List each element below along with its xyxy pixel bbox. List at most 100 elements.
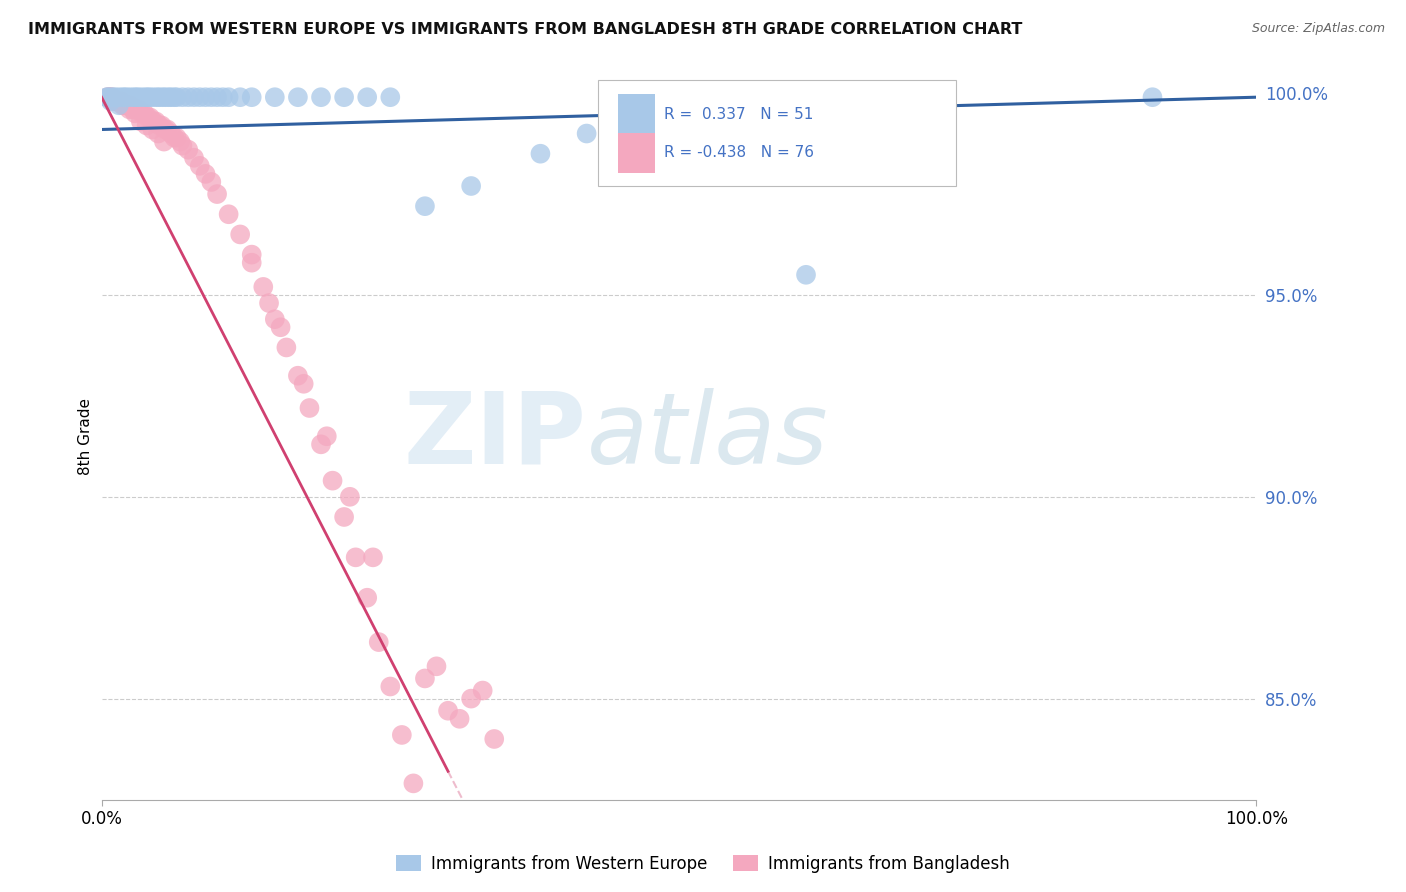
Point: [240, 255, 263, 269]
Point: [166, 130, 188, 145]
Point: [322, 474, 344, 488]
Point: [100, 94, 122, 108]
Point: [98, 90, 121, 104]
Point: [529, 146, 551, 161]
Point: [134, 90, 156, 104]
Point: [188, 90, 211, 104]
Point: [367, 635, 389, 649]
Point: [108, 94, 131, 108]
Point: [460, 179, 482, 194]
Point: [129, 114, 152, 128]
Point: [166, 90, 188, 104]
Point: [413, 672, 436, 686]
Point: [339, 490, 361, 504]
Point: [160, 127, 183, 141]
Point: [146, 90, 169, 104]
Point: [380, 680, 402, 694]
Point: [333, 90, 356, 104]
Point: [141, 122, 163, 136]
Point: [115, 90, 138, 104]
Point: [115, 98, 138, 112]
Bar: [617, 95, 655, 135]
Text: ZIP: ZIP: [404, 388, 586, 484]
Point: [276, 341, 298, 355]
Point: [131, 90, 153, 104]
Point: [136, 111, 159, 125]
Point: [333, 510, 356, 524]
Point: [108, 90, 131, 104]
Point: [172, 90, 194, 104]
Point: [142, 114, 165, 128]
Point: [148, 127, 170, 141]
Point: [104, 90, 127, 104]
Point: [309, 437, 332, 451]
Point: [794, 268, 817, 282]
Point: [471, 683, 494, 698]
Point: [163, 130, 186, 145]
Point: [356, 90, 378, 104]
Point: [413, 199, 436, 213]
Point: [136, 90, 159, 104]
Point: [391, 728, 413, 742]
Point: [135, 119, 157, 133]
Point: [356, 591, 378, 605]
Point: [128, 90, 150, 104]
Point: [148, 90, 170, 104]
Point: [240, 247, 263, 261]
Point: [263, 312, 285, 326]
Point: [125, 90, 148, 104]
Point: [361, 550, 384, 565]
Point: [169, 135, 191, 149]
Point: [263, 90, 285, 104]
Point: [240, 90, 263, 104]
Point: [121, 103, 143, 117]
Point: [183, 90, 205, 104]
Point: [142, 90, 165, 104]
Point: [270, 320, 292, 334]
Point: [315, 429, 337, 443]
Point: [449, 712, 471, 726]
Point: [118, 103, 141, 117]
Point: [150, 119, 173, 133]
Point: [148, 119, 170, 133]
Point: [218, 90, 240, 104]
Point: [152, 90, 174, 104]
Text: R =  0.337   N = 51: R = 0.337 N = 51: [664, 107, 813, 122]
Point: [101, 90, 124, 104]
Point: [194, 90, 217, 104]
Point: [156, 122, 179, 136]
Point: [153, 90, 176, 104]
Point: [298, 401, 321, 415]
Point: [177, 90, 200, 104]
Point: [200, 90, 222, 104]
Point: [229, 227, 252, 242]
Point: [108, 98, 131, 112]
Point: [172, 138, 194, 153]
Point: [103, 94, 125, 108]
Point: [380, 90, 402, 104]
Point: [145, 114, 167, 128]
Point: [96, 90, 118, 104]
Bar: [617, 133, 655, 173]
Point: [157, 90, 180, 104]
Point: [112, 98, 135, 112]
Point: [134, 106, 156, 120]
Point: [153, 135, 176, 149]
Point: [139, 111, 162, 125]
Point: [122, 90, 145, 104]
Text: IMMIGRANTS FROM WESTERN EUROPE VS IMMIGRANTS FROM BANGLADESH 8TH GRADE CORRELATI: IMMIGRANTS FROM WESTERN EUROPE VS IMMIGR…: [28, 22, 1022, 37]
Point: [101, 90, 124, 104]
Point: [212, 90, 235, 104]
Point: [287, 90, 309, 104]
Point: [104, 94, 127, 108]
Point: [194, 167, 217, 181]
Point: [252, 280, 274, 294]
Text: R = -0.438   N = 76: R = -0.438 N = 76: [664, 145, 814, 161]
Point: [257, 296, 280, 310]
Text: atlas: atlas: [586, 388, 828, 484]
Point: [575, 127, 598, 141]
Point: [425, 659, 447, 673]
Point: [160, 90, 183, 104]
Point: [292, 376, 315, 391]
Legend: Immigrants from Western Europe, Immigrants from Bangladesh: Immigrants from Western Europe, Immigran…: [389, 848, 1017, 880]
